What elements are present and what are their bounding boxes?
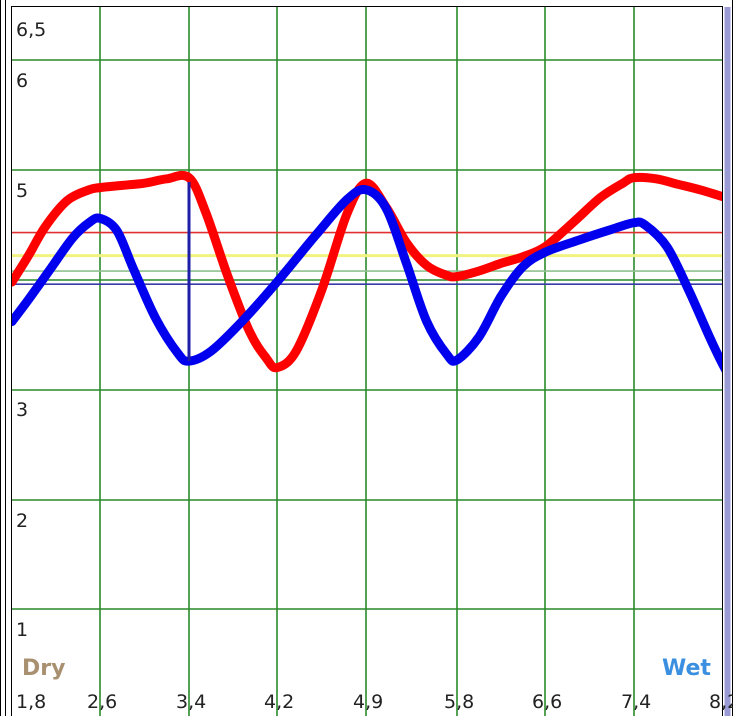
y-tick-label: 5	[16, 180, 28, 202]
y-tick-labels: 6,5 6 5 3 2 1	[16, 19, 46, 641]
x-tick-label: 5,8	[444, 691, 474, 713]
x-tick-label: 8,2	[709, 691, 733, 713]
y-tick-label: 2	[16, 510, 28, 532]
x-tick-labels: 1,8 2,6 3,4 4,2 4,9 5,8 6,6 7,4 8,2	[16, 691, 733, 713]
x-tick-label: 3,4	[176, 691, 206, 713]
x-tick-label: 4,2	[264, 691, 294, 713]
series-line-red	[12, 170, 722, 373]
y-tick-label: 6	[16, 70, 28, 92]
wet-label: Wet	[662, 656, 711, 681]
y-tick-label: 1	[16, 619, 28, 641]
y-tick-label: 3	[16, 399, 28, 421]
x-tick-label: 6,6	[532, 691, 562, 713]
y-tick-label: 6,5	[16, 19, 46, 41]
x-tick-label: 4,9	[353, 691, 383, 713]
x-tick-label: 7,4	[621, 691, 651, 713]
series-line-blue	[12, 184, 722, 373]
marker-lines	[187, 7, 731, 716]
series-lines	[12, 170, 722, 373]
plot-background	[11, 6, 723, 718]
x-tick-label: 1,8	[16, 691, 46, 713]
x-tick-label: 2,6	[87, 691, 117, 713]
dry-label: Dry	[22, 656, 65, 681]
